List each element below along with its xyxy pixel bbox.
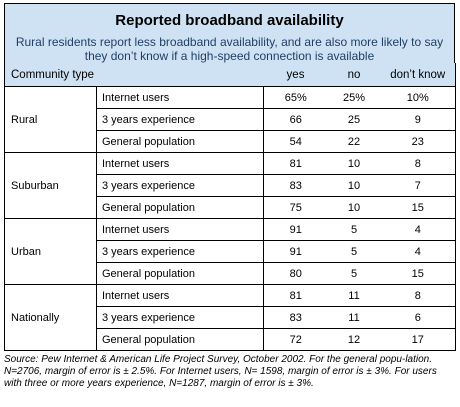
- no-value-cell: 22: [327, 130, 381, 153]
- population-label-cell: Internet users: [96, 218, 264, 241]
- no-value-cell: 5: [327, 262, 381, 285]
- availability-table: Community type yes no don’t know Rural In…: [4, 63, 456, 351]
- yes-value-cell: 83: [263, 174, 328, 197]
- community-type-cell: Suburban: [4, 152, 97, 219]
- table-row: 3 years experience 66 25 9: [5, 108, 456, 131]
- column-header-community: Community type: [4, 63, 264, 87]
- population-label-cell: General population: [96, 196, 264, 219]
- source-note: Source: Pew Internet & American Life Pro…: [4, 354, 437, 389]
- dont-know-value-cell: 4: [380, 218, 456, 241]
- table-row: Urban Internet users 91 5 4: [4, 218, 456, 285]
- community-type-cell: Nationally: [4, 284, 97, 351]
- table-row: Suburban Internet users 81 10 8: [4, 152, 456, 219]
- dont-know-value-cell: 23: [380, 130, 456, 153]
- dont-know-value-cell: 8: [380, 152, 456, 175]
- yes-value-cell: 81: [263, 152, 328, 175]
- population-label-cell: 3 years experience: [96, 174, 264, 197]
- column-header-dont-know: don’t know: [380, 63, 456, 87]
- dont-know-value-cell: 7: [380, 174, 456, 197]
- yes-value-cell: 81: [263, 284, 328, 307]
- no-value-cell: 25: [327, 108, 381, 131]
- no-value-cell: 5: [327, 240, 381, 263]
- community-type-cell: Rural: [4, 86, 97, 153]
- population-label-cell: 3 years experience: [96, 108, 264, 131]
- table-row: Nationally Internet users 81 11 8: [4, 284, 456, 351]
- column-header-row: Community type yes no don’t know: [4, 63, 456, 87]
- population-label-cell: 3 years experience: [96, 240, 264, 263]
- dont-know-value-cell: 15: [380, 196, 456, 219]
- dont-know-value-cell: 9: [380, 108, 456, 131]
- table-header: Reported broadband availability Rural re…: [4, 3, 455, 63]
- yes-value-cell: 83: [263, 306, 328, 329]
- table-title: Reported broadband availability: [115, 12, 344, 29]
- no-value-cell: 12: [327, 328, 381, 351]
- table-row: Rural Internet users 65% 25% 10%: [4, 86, 456, 153]
- dont-know-value-cell: 10%: [380, 86, 456, 109]
- table-row: 3 years experience 83 11 6: [5, 306, 456, 329]
- population-label-cell: General population: [96, 130, 264, 153]
- population-label-cell: Internet users: [96, 284, 264, 307]
- table-row: General population 54 22 23: [5, 130, 456, 153]
- broadband-table-figure: Reported broadband availability Rural re…: [4, 3, 456, 390]
- column-header-no: no: [327, 63, 381, 87]
- community-type-cell: Urban: [4, 218, 97, 285]
- population-label-cell: General population: [96, 262, 264, 285]
- no-value-cell: 5: [327, 218, 381, 241]
- population-label-cell: Internet users: [96, 86, 264, 109]
- population-label-cell: 3 years experience: [96, 306, 264, 329]
- no-value-cell: 10: [327, 196, 381, 219]
- population-label-cell: Internet users: [96, 152, 264, 175]
- no-value-cell: 10: [327, 174, 381, 197]
- yes-value-cell: 65%: [263, 86, 328, 109]
- table-row: General population 75 10 15: [5, 196, 456, 219]
- dont-know-value-cell: 15: [380, 262, 456, 285]
- dont-know-value-cell: 8: [380, 284, 456, 307]
- table-body: Rural Internet users 65% 25% 10% 3 years expe…: [4, 86, 456, 351]
- no-value-cell: 11: [327, 284, 381, 307]
- no-value-cell: 11: [327, 306, 381, 329]
- dont-know-value-cell: 4: [380, 240, 456, 263]
- yes-value-cell: 54: [263, 130, 328, 153]
- table-row: General population 80 5 15: [5, 262, 456, 285]
- yes-value-cell: 75: [263, 196, 328, 219]
- yes-value-cell: 80: [263, 262, 328, 285]
- table-row: General population 72 12 17: [5, 328, 456, 351]
- dont-know-value-cell: 17: [380, 328, 456, 351]
- population-label-cell: General population: [96, 328, 264, 351]
- table-row: 3 years experience 91 5 4: [5, 240, 456, 263]
- yes-value-cell: 66: [263, 108, 328, 131]
- no-value-cell: 25%: [327, 86, 381, 109]
- dont-know-value-cell: 6: [380, 306, 456, 329]
- column-header-yes: yes: [263, 63, 328, 87]
- yes-value-cell: 91: [263, 240, 328, 263]
- table-subtitle: Rural residents report less broadband av…: [15, 35, 444, 63]
- table-row: 3 years experience 83 10 7: [5, 174, 456, 197]
- no-value-cell: 10: [327, 152, 381, 175]
- yes-value-cell: 72: [263, 328, 328, 351]
- yes-value-cell: 91: [263, 218, 328, 241]
